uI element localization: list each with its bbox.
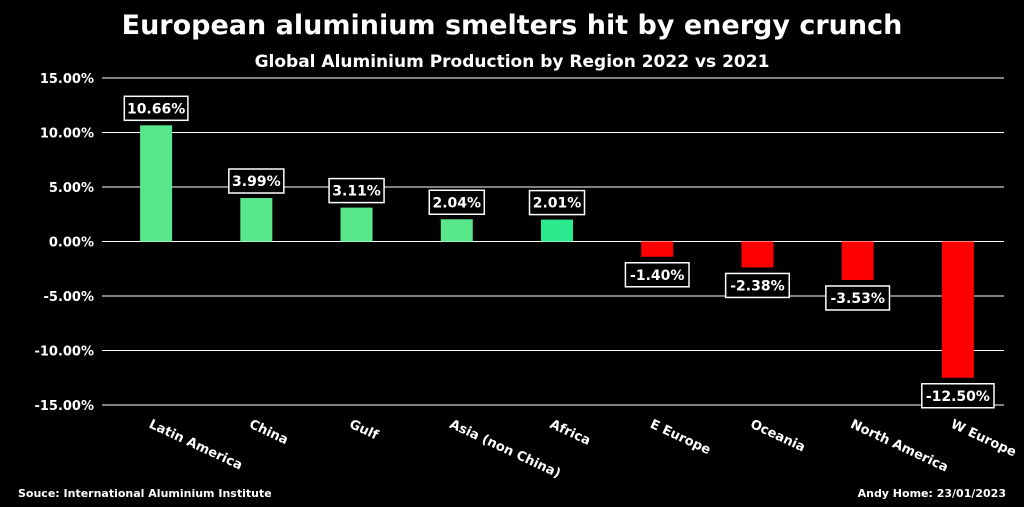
bar — [541, 219, 573, 242]
bar — [641, 241, 674, 257]
data-labels: 10.66% 3.99% 3.11% 2.04% 2.01% -1.40% -2.38% -3… — [123, 95, 995, 409]
y-tick-label: -15.00% — [34, 399, 94, 414]
data-label-box — [428, 189, 486, 216]
x-category-label: Asia (non China) — [447, 417, 563, 482]
data-label-box — [624, 262, 690, 288]
chart-subtitle: Global Aluminium Production by Region 20… — [254, 52, 770, 72]
data-label: -12.50% — [921, 383, 995, 409]
x-category-label: Oceania — [748, 417, 808, 455]
chart-title: European aluminium smelters hit by energ… — [121, 10, 903, 41]
data-label-text: -1.40% — [630, 268, 684, 284]
bars — [140, 125, 974, 378]
data-label: 3.11% — [328, 177, 385, 204]
data-label: -3.53% — [825, 285, 891, 311]
data-label: -2.38% — [724, 272, 790, 299]
bar — [240, 198, 273, 242]
data-label-box — [921, 383, 995, 409]
x-category-label: China — [247, 417, 291, 448]
data-label: 3.99% — [228, 168, 285, 194]
y-axis-tick-labels: 15.00% 10.00% 5.00% 0.00% -5.00% -10.00% -15.0… — [34, 72, 94, 414]
y-tick-label: 0.00% — [49, 236, 94, 251]
bar — [340, 207, 373, 242]
data-label-box — [825, 285, 891, 311]
data-label: 10.66% — [123, 95, 189, 122]
bar — [440, 219, 473, 242]
source-note: Souce: International Aluminium Institute — [18, 487, 272, 500]
data-label-text: -12.50% — [926, 389, 990, 405]
x-category-label: Africa — [547, 417, 592, 449]
x-category-label: W Europe — [948, 417, 1018, 460]
bar — [941, 241, 974, 378]
data-label-box — [328, 177, 385, 204]
y-tick-label: 5.00% — [49, 181, 94, 196]
x-category-label: E Europe — [648, 417, 713, 458]
data-label-box — [228, 168, 285, 194]
y-tick-label: 15.00% — [40, 72, 94, 87]
data-label: 2.04% — [428, 189, 486, 216]
data-label-text: 2.01% — [533, 196, 582, 212]
author-credit: Andy Home: 23/01/2023 — [857, 487, 1006, 500]
y-tick-label: -10.00% — [34, 345, 94, 360]
data-label: -1.40% — [624, 262, 690, 288]
data-label-text: -3.53% — [830, 291, 884, 307]
x-axis-category-labels: Latin America China Gulf Asia (non China)Af… — [146, 417, 1018, 482]
data-label-box — [724, 272, 790, 299]
data-label-text: 2.04% — [432, 195, 481, 211]
y-tick-label: 10.00% — [40, 127, 94, 142]
bar — [140, 125, 173, 242]
data-label-text: -2.38% — [730, 278, 784, 294]
bar — [841, 241, 874, 280]
data-label-box — [123, 95, 189, 122]
data-label: 2.01% — [528, 189, 586, 216]
x-category-label: Gulf — [347, 417, 381, 443]
data-label-text: 10.66% — [127, 101, 185, 117]
data-label-box — [528, 189, 586, 216]
y-tick-label: -5.00% — [44, 290, 95, 305]
x-category-label: North America — [848, 417, 950, 475]
x-category-label: Latin America — [146, 417, 244, 473]
bar — [741, 241, 774, 268]
data-label-text: 3.99% — [232, 174, 281, 190]
data-label-text: 3.11% — [332, 184, 381, 200]
